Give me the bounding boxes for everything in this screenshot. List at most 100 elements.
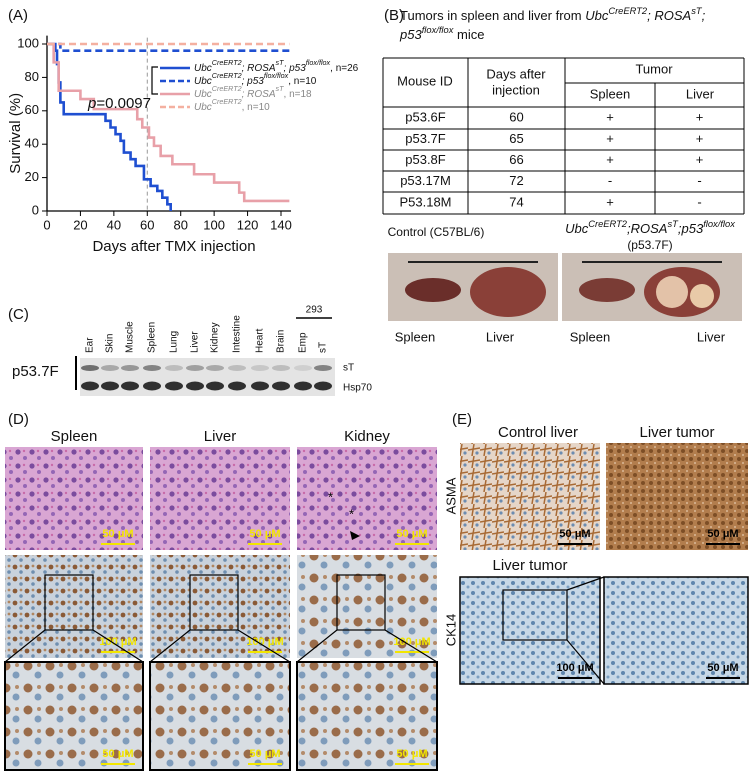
survival-curve xyxy=(47,42,290,203)
inset-box xyxy=(44,574,94,631)
micrograph xyxy=(297,447,437,550)
y-axis-label: Survival (%) xyxy=(7,93,24,174)
inset-zoom xyxy=(4,629,144,663)
table-cell: P53.18M xyxy=(399,194,451,209)
text-run: ; ROSA xyxy=(242,89,276,100)
text-run: , n=10 xyxy=(288,76,317,87)
text-run: flox/flox xyxy=(264,71,289,80)
text-run: Ubc xyxy=(194,89,212,100)
scale-label: 50 μM xyxy=(396,528,427,540)
scale-label: 50 μM xyxy=(559,528,590,540)
text-run: p xyxy=(87,95,96,112)
text-run: CreERT2 xyxy=(212,84,242,93)
organ-label: Liver xyxy=(486,329,515,344)
lane-label: Emp xyxy=(298,332,309,353)
panel-label: (D) xyxy=(8,411,29,428)
micrograph xyxy=(460,443,600,550)
text-run: ;p53 xyxy=(678,221,704,236)
table-cell: + xyxy=(606,109,614,124)
text-run: , n=26 xyxy=(330,63,359,74)
text-run: Ubc xyxy=(565,221,589,236)
text-run: sT xyxy=(691,6,703,16)
annotation-mark: * xyxy=(349,506,354,521)
scale-label: 50 μM xyxy=(396,748,427,760)
legend-label: UbcCreERT2; ROSAsT; p53flox/flox, n=26 xyxy=(194,58,359,73)
text-run: ; ROSA xyxy=(242,63,276,74)
inset-box xyxy=(336,574,386,631)
band xyxy=(294,365,312,371)
inset-box xyxy=(502,589,568,641)
organ xyxy=(579,278,635,302)
text-run: sT xyxy=(667,219,679,229)
organ-label: Spleen xyxy=(570,329,610,344)
panels: (A) 0 20 40 60 80 100 0 20 40 60 80 100 120 140 Days af… xyxy=(4,6,749,771)
column-label: Liver tumor xyxy=(639,424,714,441)
x-tick-label: 140 xyxy=(270,217,292,232)
photo-caption: (p53.7F) xyxy=(627,238,672,252)
x-tick-label: 40 xyxy=(107,217,121,232)
text-run: , n=18 xyxy=(284,89,313,100)
table-cell: p53.6F xyxy=(405,109,446,124)
band xyxy=(314,381,332,391)
photo-caption: Control (C57BL/6) xyxy=(388,225,485,239)
micrograph xyxy=(150,555,290,658)
text-run: Ubc xyxy=(194,63,212,74)
band xyxy=(251,381,269,391)
photo-caption: UbcCreERT2;ROSAsT;p53flox/flox xyxy=(565,219,735,236)
text-run: flox/flox xyxy=(703,219,735,229)
band-label: sT xyxy=(343,363,354,374)
table-header: injection xyxy=(492,82,540,97)
micrograph xyxy=(603,576,749,685)
organ-label: Liver xyxy=(697,329,726,344)
column-label: Spleen xyxy=(51,428,98,445)
scale-label: 50 μM xyxy=(249,748,280,760)
band xyxy=(81,381,99,391)
band xyxy=(186,365,204,371)
micrograph xyxy=(149,661,291,771)
x-tick-label: 0 xyxy=(43,217,50,232)
micrograph xyxy=(459,576,601,685)
band-label: Hsp70 xyxy=(343,383,372,394)
table-cell: 65 xyxy=(509,131,523,146)
band xyxy=(165,365,183,371)
lane-label: Muscle xyxy=(125,321,136,353)
table-cell: + xyxy=(696,152,704,167)
text-run: sT xyxy=(276,84,285,93)
table-cell: p53.7F xyxy=(405,131,446,146)
x-tick-label: 60 xyxy=(140,217,154,232)
y-tick-label: 100 xyxy=(17,35,39,50)
table-cell: - xyxy=(608,173,612,188)
row-label: ASMA xyxy=(443,477,458,514)
table-cell: + xyxy=(696,109,704,124)
inset-zoom xyxy=(296,629,438,663)
panel-label: (A) xyxy=(8,7,28,24)
band xyxy=(294,381,312,391)
table-cell: + xyxy=(696,131,704,146)
table-cell: 60 xyxy=(509,109,523,124)
table-cell: - xyxy=(697,173,701,188)
text-run: CreERT2 xyxy=(588,219,628,229)
text-run: sT xyxy=(276,58,285,67)
text-run: ; ROSA xyxy=(647,8,691,23)
group-label: 293 xyxy=(306,305,323,316)
text-run: flox/flox xyxy=(422,25,454,35)
panel-label: (B) xyxy=(384,7,404,24)
text-run: Ubc xyxy=(194,76,212,87)
text-run: Ubc xyxy=(194,102,212,113)
band xyxy=(186,381,204,391)
table-cell: 72 xyxy=(509,173,523,188)
table-header: Mouse ID xyxy=(397,73,453,88)
text-run: ; p53 xyxy=(242,76,265,87)
band xyxy=(143,381,161,391)
micrograph xyxy=(5,447,143,550)
p-value: p=0.0097 xyxy=(87,95,151,112)
lane-label: Ear xyxy=(85,337,96,353)
lane-label: Lung xyxy=(169,331,180,353)
scale-label: 50 μM xyxy=(707,528,738,540)
panel-title: p53flox/flox mice xyxy=(399,25,484,42)
text-run: mice xyxy=(453,27,484,42)
legend-bracket xyxy=(151,66,158,95)
micrograph xyxy=(4,661,144,771)
micrograph xyxy=(296,661,438,771)
table-header: Liver xyxy=(686,86,715,101)
